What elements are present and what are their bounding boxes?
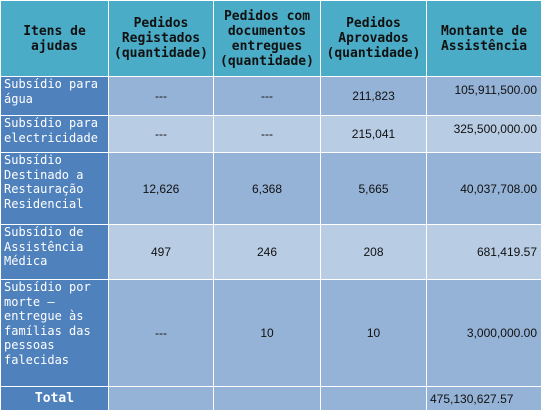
table-row: Subsídio por morte – entregue às família… <box>0 279 541 387</box>
row-amount: 105,911,500.00 <box>426 76 541 116</box>
header-items: Itens de ajudas <box>0 0 109 77</box>
total-amount: 475,130,627.57 <box>426 386 541 411</box>
row-label: Subsídio por morte – entregue às família… <box>0 279 109 387</box>
row-label: Subsídio para electricidade <box>0 115 109 153</box>
table-row: Subsídio para electricidade --- --- 215,… <box>0 115 541 153</box>
row-documents: 6,368 <box>213 152 321 225</box>
total-empty-cell <box>108 386 214 411</box>
row-label: Subsídio para água <box>0 76 109 116</box>
row-documents: 10 <box>213 279 321 387</box>
total-label: Total <box>0 386 109 411</box>
row-registered: 12,626 <box>108 152 214 225</box>
row-label: Subsídio Destinado a Restauração Residen… <box>0 152 109 225</box>
row-amount: 325,500,000.00 <box>426 115 541 153</box>
row-documents: --- <box>213 115 321 153</box>
row-approved: 215,041 <box>320 115 427 153</box>
row-amount: 40,037,708.00 <box>426 152 541 225</box>
row-registered: 497 <box>108 224 214 280</box>
header-approved: Pedidos Aprovados (quantidade) <box>320 0 427 77</box>
total-row: Total 475,130,627.57 <box>0 386 541 411</box>
header-registered: Pedidos Registados (quantidade) <box>108 0 214 77</box>
table-row: Subsídio para água --- --- 211,823 105,9… <box>0 76 541 116</box>
row-approved: 5,665 <box>320 152 427 225</box>
row-amount: 3,000,000.00 <box>426 279 541 387</box>
total-empty-cell <box>320 386 427 411</box>
total-empty-cell <box>213 386 321 411</box>
row-label: Subsídio de Assistência Médica <box>0 224 109 280</box>
header-row: Itens de ajudas Pedidos Registados (quan… <box>0 0 541 77</box>
header-documents: Pedidos com documentos entregues (quanti… <box>213 0 321 77</box>
row-registered: --- <box>108 279 214 387</box>
row-approved: 10 <box>320 279 427 387</box>
row-approved: 208 <box>320 224 427 280</box>
row-approved: 211,823 <box>320 76 427 116</box>
row-documents: --- <box>213 76 321 116</box>
row-documents: 246 <box>213 224 321 280</box>
header-amount: Montante de Assistência <box>426 0 541 77</box>
row-registered: --- <box>108 76 214 116</box>
row-amount: 681,419.57 <box>426 224 541 280</box>
table-row: Subsídio Destinado a Restauração Residen… <box>0 152 541 225</box>
row-registered: --- <box>108 115 214 153</box>
table-row: Subsídio de Assistência Médica 497 246 2… <box>0 224 541 280</box>
